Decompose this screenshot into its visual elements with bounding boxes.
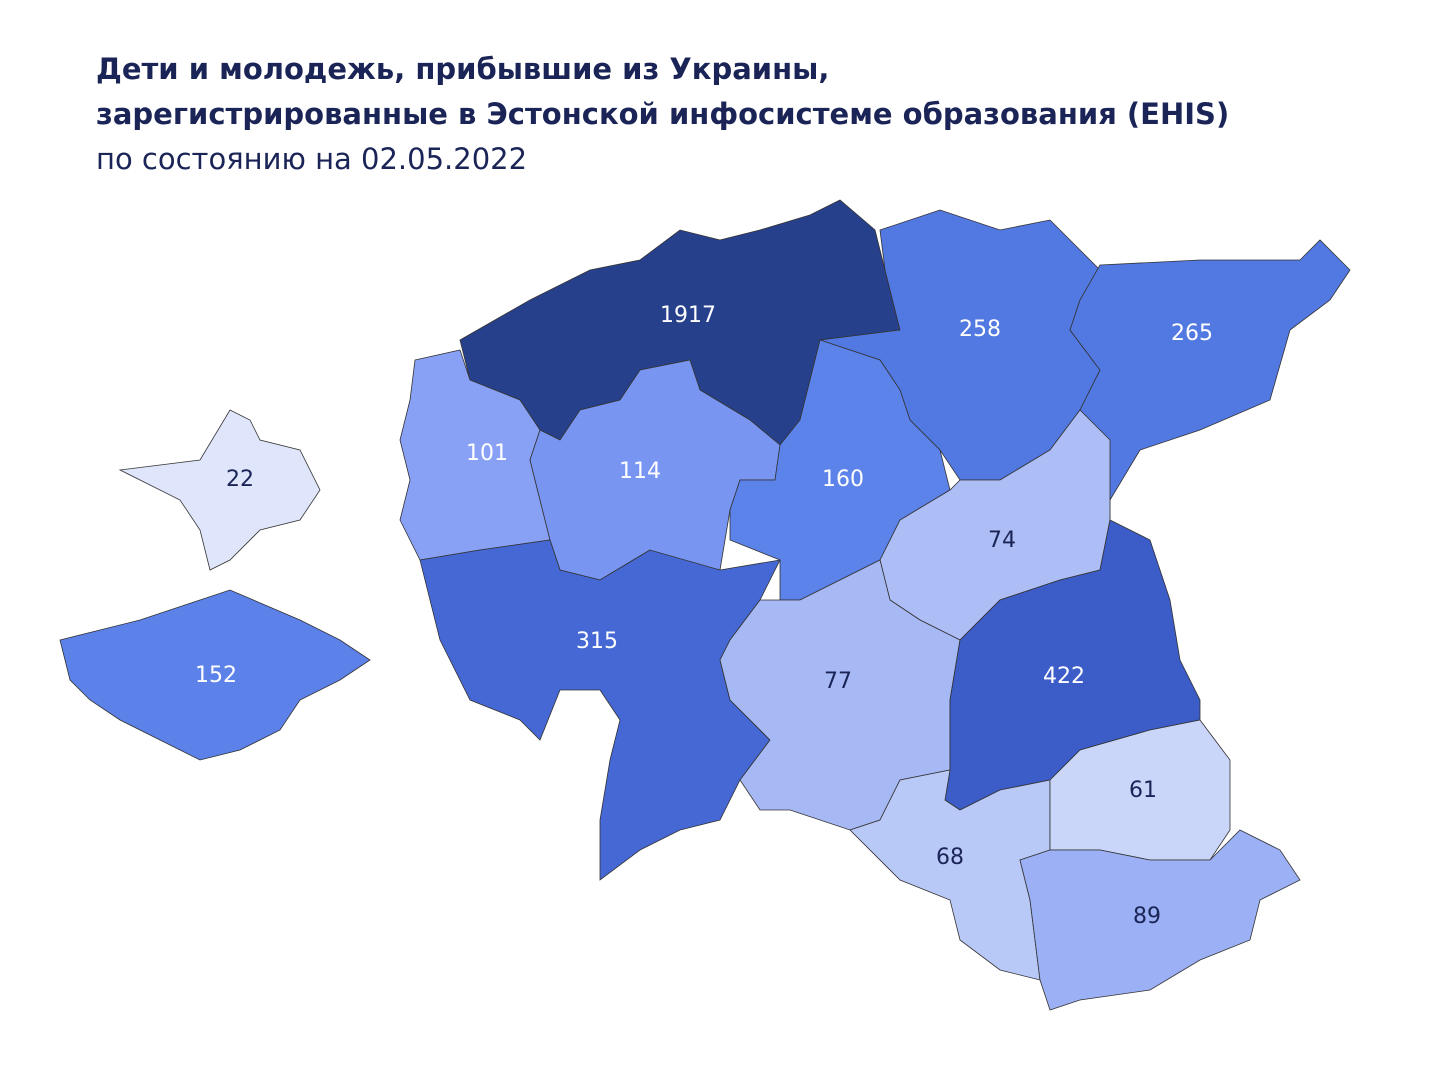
region-value-label: 265 [1171,321,1213,346]
region-value-label: 258 [959,317,1001,342]
region [59,589,371,761]
region-value-label: 68 [936,845,964,870]
region [1069,239,1351,521]
region-value-label: 422 [1043,664,1085,689]
region [419,539,781,881]
region-value-label: 160 [822,467,864,492]
region-value-label: 77 [824,669,852,694]
region-value-label: 114 [619,459,661,484]
region [118,409,321,571]
region-value-label: 101 [466,441,508,466]
region [1019,829,1301,1011]
region-value-label: 89 [1133,904,1161,929]
region-value-label: 315 [576,629,618,654]
region-value-label: 22 [226,467,254,492]
title-line: Дети и молодежь, прибывшие из Украины, [96,52,830,86]
region-value-label: 152 [195,663,237,688]
subtitle: по состоянию на 02.05.2022 [96,142,528,176]
region-value-label: 74 [988,528,1016,553]
title-line: зарегистрированные в Эстонской инфосисте… [96,97,1230,131]
region-value-label: 61 [1129,778,1157,803]
region-value-label: 1917 [660,303,716,328]
